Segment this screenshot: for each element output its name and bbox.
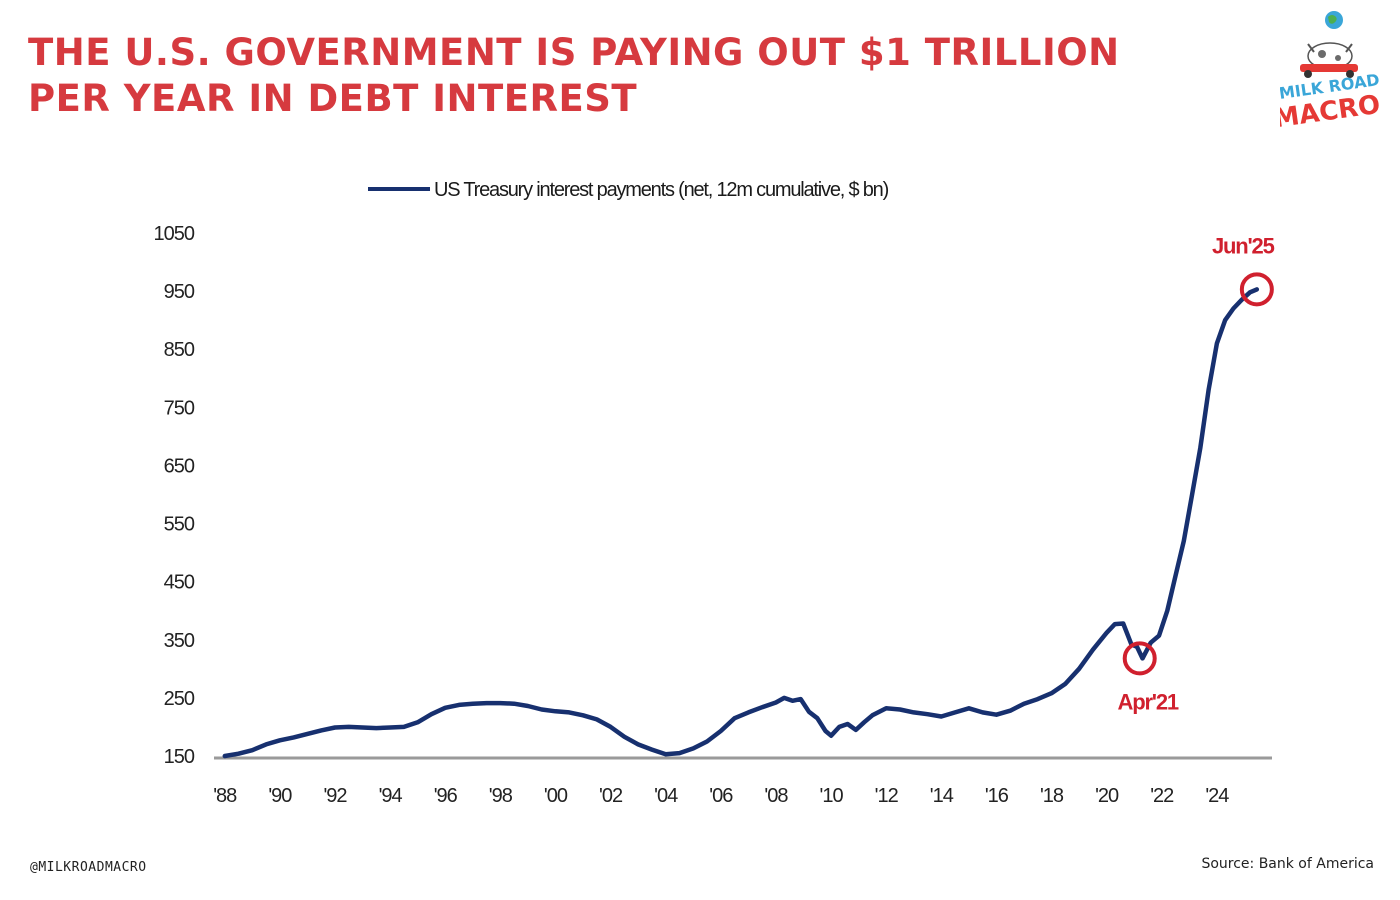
milk-road-macro-logo: MILK ROAD MACRO [1280, 8, 1380, 132]
y-tick-label: 350 [164, 630, 195, 652]
x-tick-label: '10 [820, 785, 844, 807]
y-tick-label: 1050 [154, 223, 195, 245]
social-handle: @MILKROADMACRO [30, 860, 147, 875]
y-tick-label: 550 [164, 514, 195, 536]
series-line [222, 287, 1260, 759]
x-tick-label: '98 [489, 785, 513, 807]
source-note: Source: Bank of America [1201, 856, 1374, 872]
x-tick-label: '04 [654, 785, 678, 807]
x-tick-label: '24 [1205, 785, 1229, 807]
globe-icon [1325, 11, 1343, 29]
y-tick-label: 850 [164, 339, 195, 361]
y-tick-label: 450 [164, 572, 195, 594]
annotation-circle [1122, 641, 1157, 676]
y-tick-label: 950 [164, 281, 195, 303]
y-tick-label: 650 [164, 455, 195, 477]
headline: THE U.S. GOVERNMENT IS PAYING OUT $1 TRI… [28, 31, 1120, 120]
x-tick-label: '20 [1095, 785, 1119, 807]
x-tick-label: '14 [930, 785, 954, 807]
x-tick-label: '88 [213, 785, 237, 807]
y-tick-label: 250 [164, 688, 195, 710]
x-tick-label: '00 [544, 785, 568, 807]
x-tick-label: '12 [875, 785, 899, 807]
x-tick-label: '16 [985, 785, 1009, 807]
annotation-circle [1239, 272, 1274, 307]
interest-payments-chart: US Treasury interest payments (net, 12m … [154, 179, 1276, 807]
x-tick-label: '18 [1040, 785, 1064, 807]
legend-label: US Treasury interest payments (net, 12m … [434, 179, 889, 201]
x-tick-label: '06 [709, 785, 733, 807]
x-tick-label: '22 [1150, 785, 1174, 807]
cow-mascot-icon [1300, 42, 1358, 78]
x-tick-label: '02 [599, 785, 623, 807]
annotation-label: Jun'25 [1212, 233, 1275, 258]
x-tick-label: '94 [379, 785, 403, 807]
y-tick-label: 750 [164, 397, 195, 419]
annotation-label: Apr'21 [1118, 689, 1179, 714]
x-tick-label: '90 [268, 785, 292, 807]
x-tick-label: '96 [434, 785, 458, 807]
x-tick-label: '08 [764, 785, 788, 807]
y-tick-label: 150 [164, 746, 195, 768]
x-tick-label: '92 [323, 785, 347, 807]
